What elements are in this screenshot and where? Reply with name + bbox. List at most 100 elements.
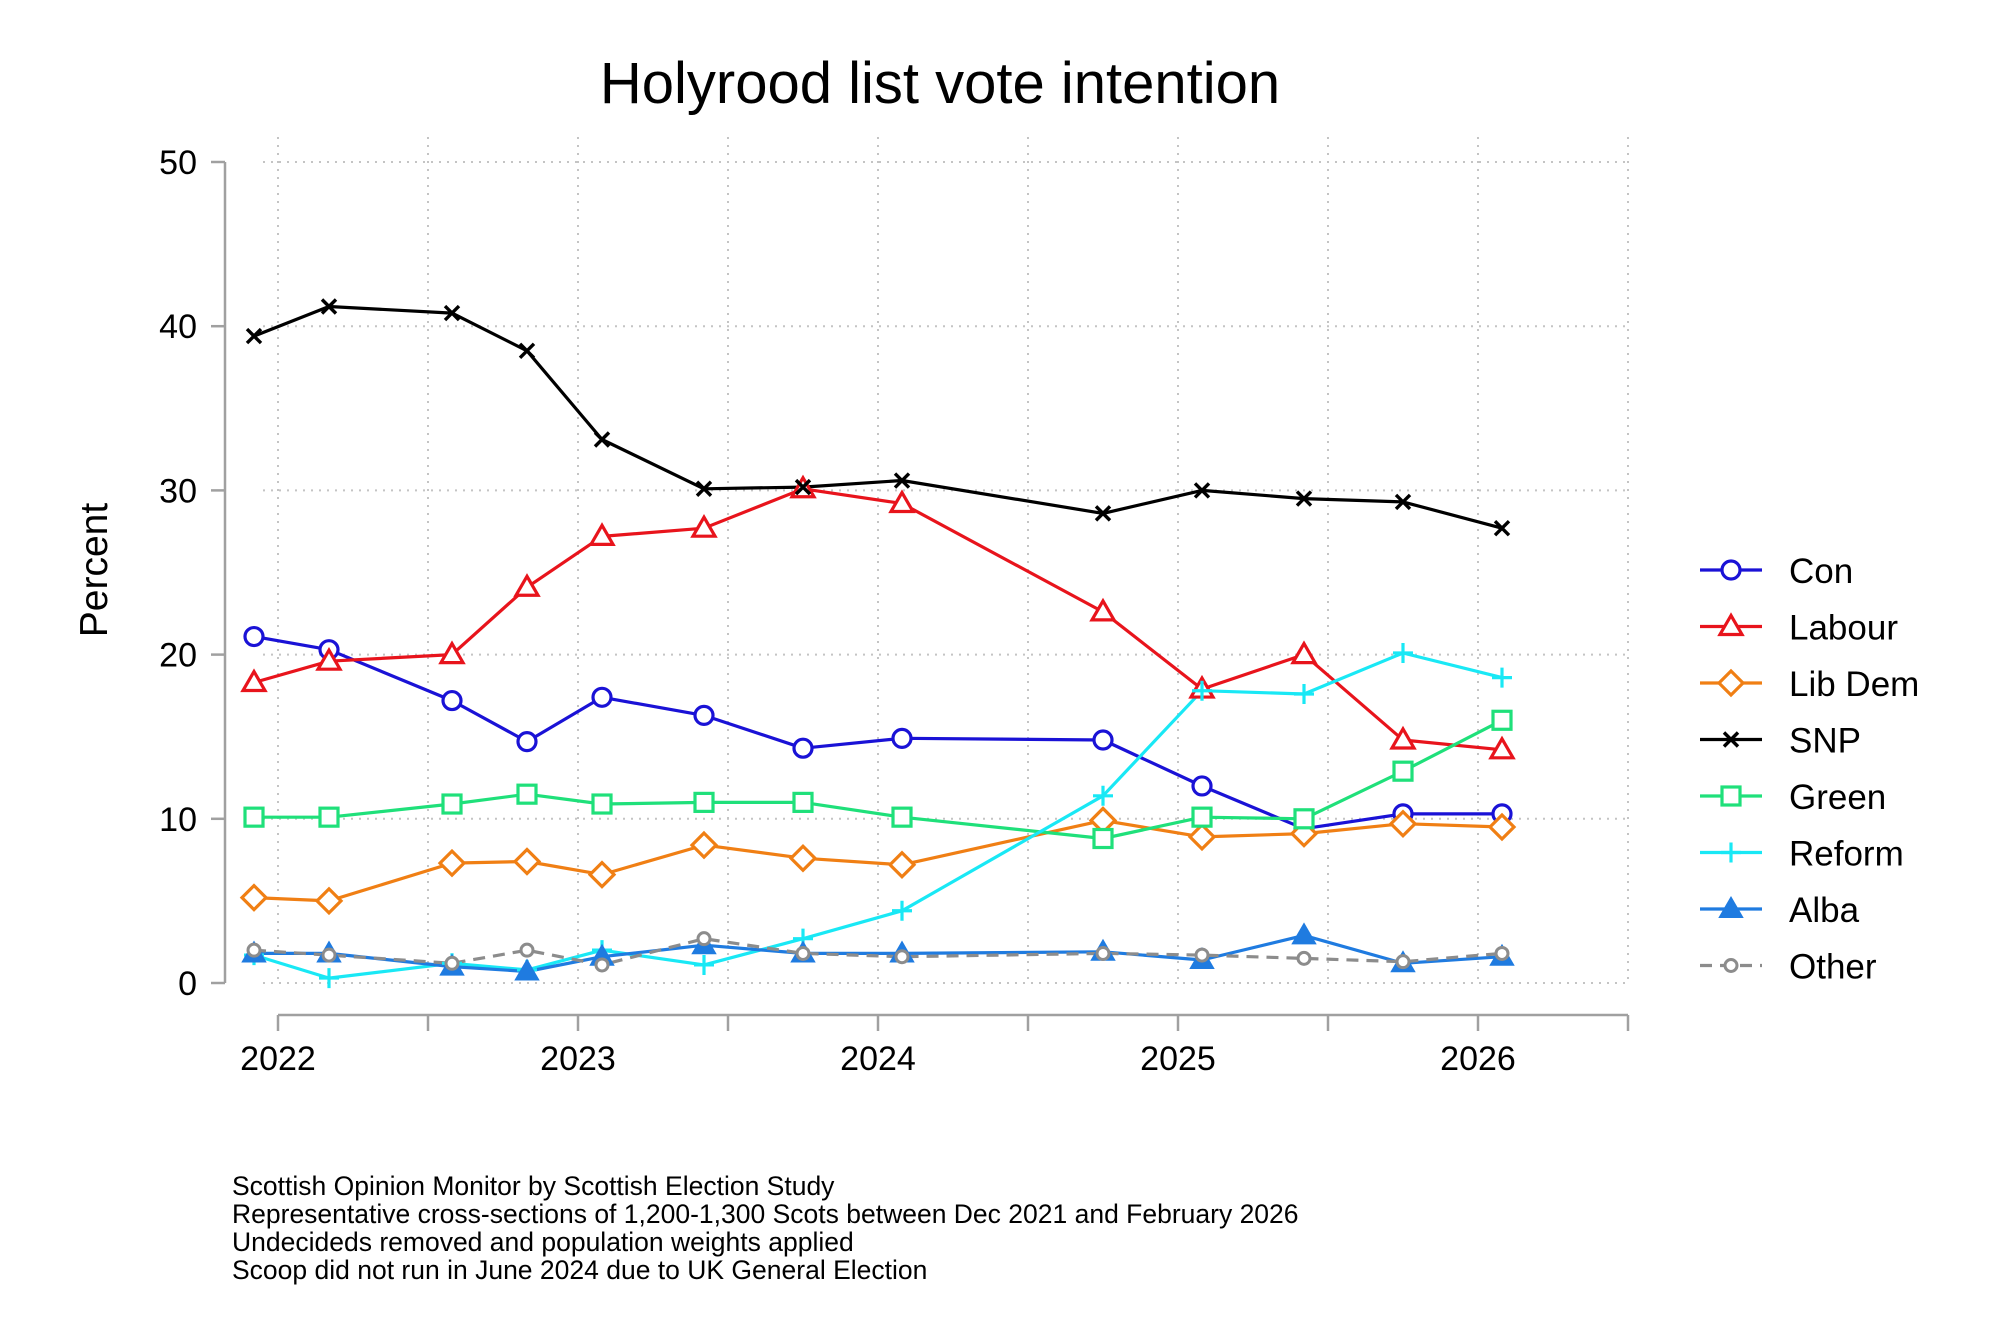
x-tick-label: 2022 <box>240 1040 316 1078</box>
legend-label: SNP <box>1789 722 1861 761</box>
data-point <box>1092 729 1114 751</box>
data-point <box>587 860 617 889</box>
data-point <box>516 731 538 753</box>
data-point <box>696 931 712 947</box>
data-point <box>1294 684 1314 705</box>
data-point <box>893 472 911 489</box>
data-point <box>1296 950 1312 966</box>
axes: 0 10 20 30 40 50 2022 2023 2024 2025 2026 <box>159 144 1630 1078</box>
data-point <box>321 947 337 963</box>
x-tick-label: 2026 <box>1440 1040 1516 1078</box>
legend-item: Other <box>1700 948 1877 987</box>
data-point <box>795 945 811 961</box>
data-point <box>693 791 715 813</box>
data-point <box>1290 640 1318 665</box>
series-markers <box>245 298 1511 537</box>
data-point <box>519 942 535 958</box>
data-point <box>441 689 463 712</box>
data-point <box>1723 958 1739 973</box>
note-line: Undecideds removed and population weight… <box>232 1227 854 1257</box>
data-point <box>437 848 467 878</box>
y-tick-label: 30 <box>159 472 197 510</box>
data-point <box>518 342 536 360</box>
legend-label: Other <box>1789 948 1877 987</box>
legend-item: Lib Dem <box>1700 665 1919 704</box>
data-point <box>1394 493 1412 511</box>
data-point <box>1717 612 1745 637</box>
data-point <box>1093 785 1113 806</box>
data-point <box>693 704 715 726</box>
data-point <box>516 783 538 805</box>
data-point <box>1716 668 1746 698</box>
legend-item: SNP <box>1700 722 1861 761</box>
legend-label: Green <box>1789 778 1886 817</box>
data-point <box>1721 842 1741 863</box>
data-point <box>887 850 917 880</box>
data-point <box>512 847 542 876</box>
data-point <box>1293 808 1315 830</box>
x-tick-label: 2025 <box>1140 1040 1216 1078</box>
data-point <box>315 646 343 671</box>
data-point <box>690 513 718 538</box>
data-point <box>1295 490 1313 507</box>
data-point <box>689 830 719 860</box>
data-point <box>591 793 613 815</box>
data-point <box>593 431 611 448</box>
data-point <box>1718 896 1744 918</box>
data-point <box>314 886 344 916</box>
series-layer <box>239 298 1517 989</box>
data-point <box>246 942 262 958</box>
legend-item: Con <box>1700 552 1853 591</box>
y-axis-label: Percent <box>73 503 116 638</box>
data-point <box>1720 785 1742 807</box>
data-point <box>239 883 269 912</box>
data-point <box>443 304 461 322</box>
data-point <box>1389 725 1417 750</box>
data-point <box>788 843 818 873</box>
y-tick-label: 0 <box>178 965 197 1003</box>
data-point <box>1487 812 1517 842</box>
data-point <box>894 949 910 965</box>
y-tick-label: 10 <box>159 801 197 839</box>
legend-label: Lib Dem <box>1789 665 1919 704</box>
data-point <box>1095 945 1111 961</box>
series-line <box>253 487 1503 752</box>
data-point <box>320 298 338 315</box>
data-point <box>1395 954 1411 970</box>
data-point <box>591 686 613 708</box>
data-point <box>318 806 340 828</box>
note-line: Representative cross-sections of 1,200-1… <box>232 1199 1299 1229</box>
legend-item: Reform <box>1700 835 1904 874</box>
data-point <box>1488 735 1516 760</box>
chart-notes: Scottish Opinion Monitor by Scottish Ele… <box>232 1172 1299 1284</box>
data-point <box>1392 760 1414 782</box>
data-point <box>319 968 339 989</box>
data-point <box>240 668 268 693</box>
data-point <box>594 957 610 973</box>
data-point <box>1089 597 1117 622</box>
legend-label: Reform <box>1789 835 1904 874</box>
y-tick-label: 50 <box>159 144 197 182</box>
data-point <box>243 806 265 828</box>
data-point <box>1494 945 1510 961</box>
note-line: Scottish Opinion Monitor by Scottish Ele… <box>232 1171 835 1201</box>
note-line: Scoop did not run in June 2024 due to UK… <box>232 1255 928 1285</box>
data-point <box>1094 505 1112 522</box>
data-point <box>588 522 616 546</box>
legend: Con Labour Lib Dem SNP Green Reform Alba Other <box>1700 552 1919 987</box>
data-point <box>1388 809 1418 838</box>
data-point <box>513 573 541 597</box>
data-point <box>792 737 814 759</box>
legend-item: Labour <box>1700 609 1898 648</box>
data-point <box>794 478 812 496</box>
series-markers <box>243 709 1513 850</box>
data-point <box>444 955 460 971</box>
data-point <box>1194 947 1210 963</box>
legend-label: Alba <box>1789 891 1860 930</box>
data-point <box>1393 642 1413 663</box>
data-point <box>694 954 714 975</box>
legend-label: Con <box>1789 552 1853 591</box>
data-point <box>1193 482 1211 499</box>
x-tick-label: 2024 <box>840 1040 916 1078</box>
